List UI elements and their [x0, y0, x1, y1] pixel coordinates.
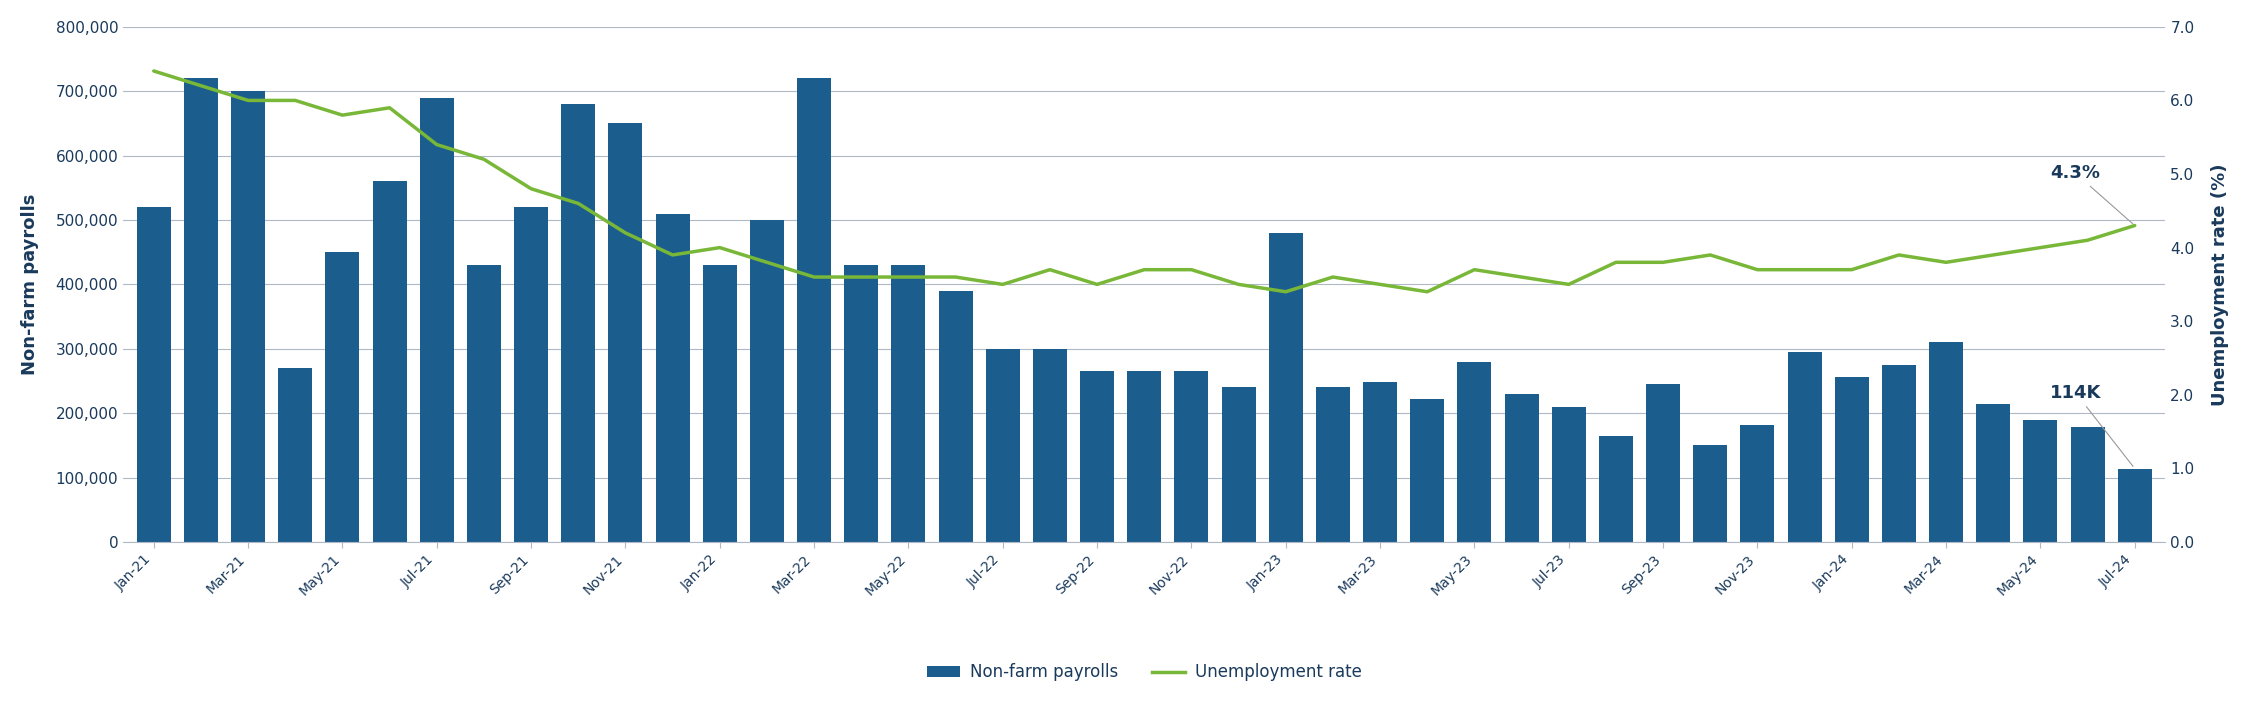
Bar — [1316, 387, 1350, 542]
Bar — [1174, 371, 1208, 542]
Bar — [2117, 469, 2151, 542]
Bar — [1742, 425, 1775, 542]
Bar — [1881, 365, 1917, 542]
Bar — [1080, 371, 1114, 542]
Bar — [1647, 384, 1681, 542]
Bar — [279, 368, 313, 542]
Bar — [374, 182, 407, 542]
Bar — [1127, 371, 1161, 542]
Bar — [1694, 446, 1728, 542]
Bar — [1505, 394, 1539, 542]
Y-axis label: Unemployment rate (%): Unemployment rate (%) — [2212, 163, 2230, 406]
Y-axis label: Non-farm payrolls: Non-farm payrolls — [20, 194, 38, 375]
Bar — [1786, 352, 1822, 542]
Bar — [1411, 399, 1444, 542]
Bar — [137, 207, 171, 542]
Bar — [468, 265, 502, 542]
Bar — [1928, 342, 1962, 542]
Bar — [421, 97, 454, 542]
Bar — [938, 291, 972, 542]
Bar — [1222, 387, 1256, 542]
Bar — [749, 220, 783, 542]
Bar — [1269, 233, 1303, 542]
Text: 114K: 114K — [2050, 384, 2133, 466]
Bar — [184, 79, 218, 542]
Bar — [844, 265, 878, 542]
Bar — [1834, 377, 1870, 542]
Bar — [232, 92, 266, 542]
Bar — [2023, 420, 2056, 542]
Bar — [891, 265, 925, 542]
Bar — [796, 79, 830, 542]
Bar — [1033, 349, 1066, 542]
Bar — [1458, 362, 1492, 542]
Bar — [986, 349, 1019, 542]
Bar — [326, 252, 360, 542]
Bar — [1364, 382, 1397, 542]
Legend: Non-farm payrolls, Unemployment rate: Non-farm payrolls, Unemployment rate — [920, 657, 1368, 688]
Bar — [2070, 427, 2104, 542]
Bar — [655, 213, 688, 542]
Bar — [560, 104, 596, 542]
Bar — [1976, 404, 2009, 542]
Text: 4.3%: 4.3% — [2050, 164, 2133, 224]
Bar — [513, 207, 549, 542]
Bar — [1552, 407, 1586, 542]
Bar — [702, 265, 736, 542]
Bar — [1600, 435, 1634, 542]
Bar — [608, 123, 643, 542]
